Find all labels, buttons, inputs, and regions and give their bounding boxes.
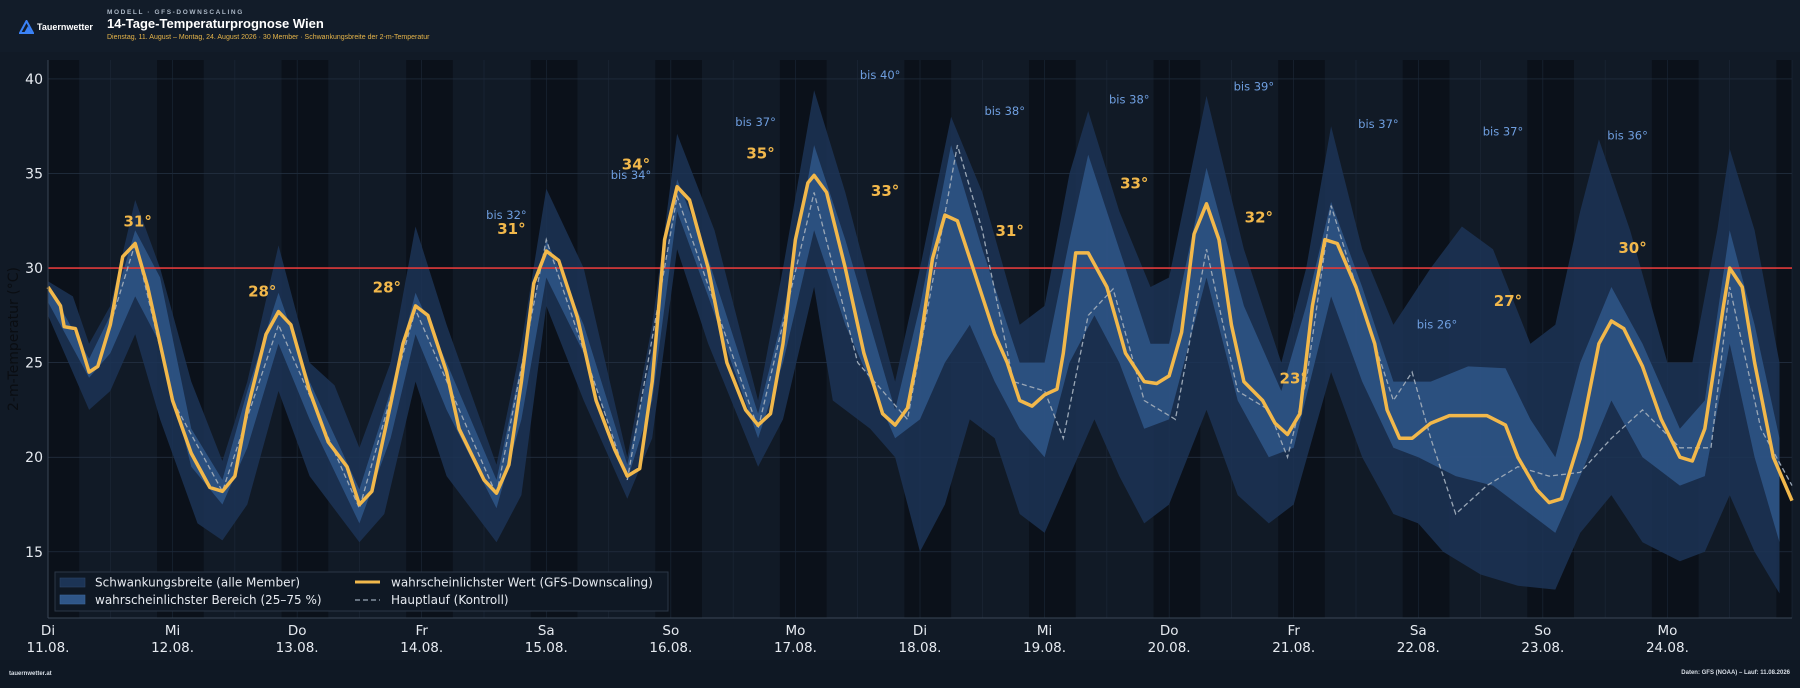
peak-label: 31° — [996, 222, 1024, 240]
x-tick-date: 12.08. — [151, 640, 194, 656]
peak-label: 33° — [1120, 175, 1148, 193]
y-axis-label: 2-m-Temperatur (°C) — [6, 267, 22, 411]
footer: tauernwetter.at Daten: GFS (NOAA) – Lauf… — [0, 660, 1800, 688]
peak-label: 23° — [1280, 369, 1308, 387]
x-tick-date: 19.08. — [1023, 640, 1066, 656]
y-tick-label: 40 — [25, 72, 43, 88]
x-tick-date: 16.08. — [649, 640, 692, 656]
band-inner-range — [48, 145, 1780, 543]
x-tick-day: Do — [288, 623, 307, 639]
peak-label: 34° — [622, 156, 650, 174]
night-shade — [670, 60, 702, 618]
x-tick-day: Sa — [1410, 623, 1427, 639]
logo-text: Tauernwetter — [37, 22, 93, 32]
x-tick-date: 18.08. — [899, 640, 942, 656]
y-tick-label: 25 — [25, 356, 43, 372]
max-label: bis 38° — [984, 104, 1025, 118]
peak-label: 31° — [497, 220, 525, 238]
x-tick-date: 22.08. — [1397, 640, 1440, 656]
max-label: bis 38° — [1109, 93, 1150, 107]
chart-legend: Schwankungsbreite (alle Member) wahrsche… — [54, 571, 669, 612]
x-tick-date: 23.08. — [1521, 640, 1564, 656]
brand-logo[interactable]: Tauernwetter — [19, 20, 93, 34]
legend-label-outer: Schwankungsbreite (alle Member) — [95, 576, 300, 590]
max-label: bis 37° — [735, 115, 776, 129]
max-label: bis 34° — [611, 168, 652, 182]
peak-label: 35° — [746, 144, 774, 162]
y-tick-label: 20 — [25, 450, 43, 466]
y-tick-label: 15 — [25, 545, 43, 561]
footer-data-source: Daten: GFS (NOAA) – Lauf: 11.08.2026 — [1681, 670, 1790, 676]
x-tick-date: 24.08. — [1646, 640, 1689, 656]
max-label: bis 40° — [860, 68, 901, 82]
x-tick-day: So — [1534, 623, 1551, 639]
peak-label: 33° — [871, 182, 899, 200]
max-label: bis 37° — [1358, 117, 1399, 131]
series-line-median — [46, 173, 1794, 507]
y-tick-label: 30 — [25, 261, 43, 277]
x-tick-date: 11.08. — [27, 640, 70, 656]
x-tick-date: 13.08. — [276, 640, 319, 656]
legend-label-inner: wahrscheinlichster Bereich (25–75 %) — [95, 593, 322, 607]
peak-label: 28° — [248, 282, 276, 300]
x-tick-date: 21.08. — [1272, 640, 1315, 656]
x-tick-day: So — [662, 623, 679, 639]
max-label: bis 37° — [1483, 125, 1524, 139]
x-tick-day: Sa — [538, 623, 555, 639]
legend-swatch-inner — [59, 594, 86, 605]
x-tick-date: 14.08. — [400, 640, 443, 656]
x-tick-day: Do — [1160, 623, 1179, 639]
x-tick-day: Di — [41, 623, 55, 639]
peak-label: 32° — [1245, 209, 1273, 227]
peak-label: 28° — [373, 279, 401, 297]
page-title: 14-Tage-Temperaturprognose Wien — [107, 16, 324, 31]
x-tick-day: Fr — [416, 623, 429, 639]
legend-swatch-outer — [59, 577, 86, 588]
peak-label: 30° — [1618, 239, 1646, 257]
x-tick-date: 20.08. — [1148, 640, 1191, 656]
max-label: bis 39° — [1234, 79, 1275, 93]
header: Tauernwetter MODELL · GFS-DOWNSCALING 14… — [0, 0, 1800, 52]
y-tick-label: 35 — [25, 166, 43, 182]
model-kicker: MODELL · GFS-DOWNSCALING — [107, 9, 244, 16]
mountain-logo-icon — [19, 20, 34, 34]
series-line-control — [109, 144, 1793, 516]
x-tick-day: Mi — [165, 623, 180, 639]
page-subtitle: Dienstag, 11. August – Montag, 24. Augus… — [107, 34, 430, 41]
footer-site-link[interactable]: tauernwetter.at — [9, 671, 52, 677]
x-tick-day: Di — [913, 623, 927, 639]
x-tick-day: Mi — [1037, 623, 1052, 639]
x-tick-date: 17.08. — [774, 640, 817, 656]
peak-label: 31° — [124, 212, 152, 230]
legend-label-median: wahrscheinlichster Wert (GFS-Downscaling… — [391, 576, 653, 590]
max-label: bis 26° — [1417, 318, 1458, 332]
max-label: bis 32° — [486, 208, 527, 222]
x-tick-date: 15.08. — [525, 640, 568, 656]
peak-label: 27° — [1494, 292, 1522, 310]
temperature-chart: bis 32° bis 34° bis 37° bis 40° bis 38° bis 3… — [6, 60, 1794, 656]
x-tick-day: Mo — [1657, 623, 1677, 639]
x-tick-day: Mo — [785, 623, 805, 639]
legend-label-control: Hauptlauf (Kontroll) — [391, 593, 509, 607]
x-tick-day: Fr — [1288, 623, 1301, 639]
max-label: bis 36° — [1607, 128, 1648, 142]
